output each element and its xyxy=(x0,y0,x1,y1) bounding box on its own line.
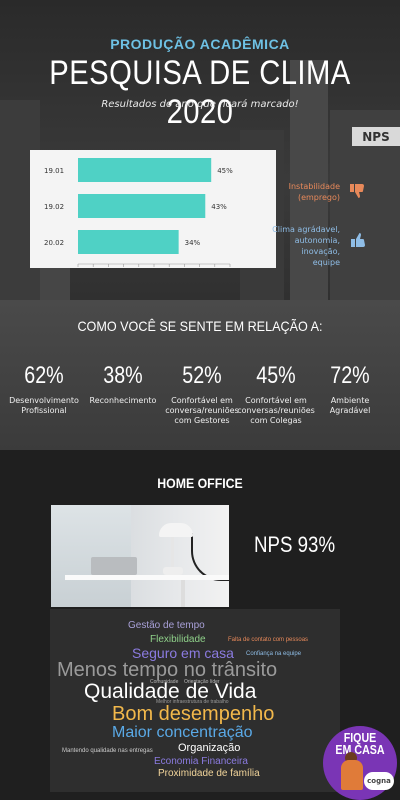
photo-cable xyxy=(191,533,229,581)
word-cloud-word: Comunidade xyxy=(150,679,179,685)
stat-gestores: 52% Confortável em conversa/reuniões com… xyxy=(162,362,242,426)
category-label: 20.02 xyxy=(44,239,64,247)
lamp-icon xyxy=(171,535,174,569)
legend-positive: Clima agrádavel, autonomia, inovação, eq… xyxy=(258,224,340,268)
stat-label: Desenvolvimento Profissional xyxy=(8,396,80,416)
word-cloud-word: Melhor infraestrutura de trabalho xyxy=(156,699,229,705)
stat-label-line: Ambiente xyxy=(330,396,370,405)
thumbs-down-icon xyxy=(350,184,364,198)
data-label: 45% xyxy=(217,167,233,175)
data-label: 43% xyxy=(211,203,227,211)
word-cloud-word: Flexibilidade xyxy=(150,634,206,645)
bar xyxy=(78,194,206,218)
stat-percent: 38% xyxy=(103,362,143,389)
stat-label: Confortável em conversas/reuniões com Co… xyxy=(236,396,316,426)
stat-label-line: conversas/reuniões xyxy=(237,406,315,415)
lamp-icon xyxy=(159,523,193,537)
word-cloud-word: Orientação líder xyxy=(184,679,220,685)
bar xyxy=(78,230,179,254)
person-icon xyxy=(341,760,363,790)
feelings-section-title: COMO VOCÊ SE SENTE EM RELAÇÃO A: xyxy=(77,318,323,334)
thumbs-up-icon xyxy=(351,233,365,247)
header-subtitle: PRODUÇÃO ACADÊMICA xyxy=(110,36,290,52)
laptop-icon xyxy=(91,557,137,575)
home-office-nps: NPS 93% xyxy=(254,532,336,557)
word-cloud-word: Maior concentração xyxy=(112,724,253,741)
photo-window xyxy=(51,505,131,607)
stat-label-line: Desenvolvimento xyxy=(9,396,79,405)
legend-positive-line: Clima agrádavel, xyxy=(272,225,340,234)
stat-label: Reconhecimento xyxy=(88,396,158,406)
stat-label-line: com Gestores xyxy=(174,416,230,425)
legend-positive-line: equipe xyxy=(312,258,340,267)
stat-percent: 62% xyxy=(24,362,64,389)
stat-label-line: Agradável xyxy=(329,406,371,415)
header-background xyxy=(0,0,400,300)
word-cloud-word: Gestão de tempo xyxy=(128,620,205,631)
home-office-photo xyxy=(51,505,229,607)
legend-negative: Instabilidade (emprego) xyxy=(276,181,340,203)
stat-ambiente: 72% Ambiente Agradável xyxy=(320,362,380,416)
home-office-title: HOME OFFICE xyxy=(157,475,243,491)
legend-negative-line: (emprego) xyxy=(297,193,340,202)
stat-label-line: Profissional xyxy=(21,406,67,415)
stat-label-line: conversa/reuniões xyxy=(165,406,239,415)
nps-bar-chart-svg: 19.01 45% 19.02 43% 20.02 34% xyxy=(30,150,276,268)
word-cloud-word: Confiança na equipe xyxy=(246,651,302,657)
stat-label-line: Confortável em xyxy=(171,396,233,405)
word-cloud-word: Mantendo qualidade nas entregas xyxy=(62,748,153,754)
page-title: PESQUISA DE CLIMA 2020 xyxy=(49,54,351,131)
nps-badge: NPS xyxy=(352,127,400,146)
stat-desenvolvimento: 62% Desenvolvimento Profissional xyxy=(8,362,80,416)
category-label: 19.02 xyxy=(44,203,64,211)
word-cloud-word: Proximidade de família xyxy=(158,768,260,779)
lamp-icon xyxy=(163,567,183,575)
word-cloud-word: Bom desempenho xyxy=(112,703,275,725)
cogna-logo: cogna xyxy=(364,772,394,790)
fique-em-casa-text: FIQUE EM CASA xyxy=(330,730,391,757)
photo-desk-leg xyxy=(181,580,185,607)
word-cloud-word: Seguro em casa xyxy=(132,645,234,661)
fique-line: EM CASA xyxy=(335,742,385,757)
stat-label-line: Reconhecimento xyxy=(89,396,157,405)
photo-desk xyxy=(65,575,229,580)
word-cloud-word: Qualidade de Vida xyxy=(84,680,257,703)
stat-reconhecimento: 38% Reconhecimento xyxy=(88,362,158,406)
stat-label: Ambiente Agradável xyxy=(320,396,380,416)
word-cloud-word: Economia Financeira xyxy=(154,756,248,767)
stat-label-line: Confortável em xyxy=(245,396,307,405)
legend-negative-line: Instabilidade xyxy=(288,182,340,191)
fique-line: FIQUE xyxy=(343,730,377,745)
feelings-section-background xyxy=(0,300,400,450)
header-tagline: Resultados do ano que ficará marcado! xyxy=(101,99,299,110)
category-label: 19.01 xyxy=(44,167,64,175)
data-label: 34% xyxy=(185,239,201,247)
stat-label: Confortável em conversa/reuniões com Ges… xyxy=(162,396,242,426)
nps-bar-chart: 19.01 45% 19.02 43% 20.02 34% xyxy=(30,150,276,268)
stat-percent: 72% xyxy=(330,362,370,389)
stat-colegas: 45% Confortável em conversas/reuniões co… xyxy=(236,362,316,426)
bar xyxy=(78,158,212,182)
word-cloud-word: Organização xyxy=(178,742,241,754)
stat-percent: 45% xyxy=(256,362,296,389)
stat-label-line: com Colegas xyxy=(250,416,302,425)
legend-positive-line: autonomia, inovação, xyxy=(294,236,340,256)
stat-percent: 52% xyxy=(182,362,222,389)
word-cloud-word: Falta de contato com pessoas xyxy=(228,637,309,643)
building-silhouette xyxy=(290,60,328,300)
word-cloud: Gestão de tempo Flexibilidade Falta de c… xyxy=(50,609,340,792)
word-cloud-word: Menos tempo no trânsito xyxy=(57,659,278,681)
